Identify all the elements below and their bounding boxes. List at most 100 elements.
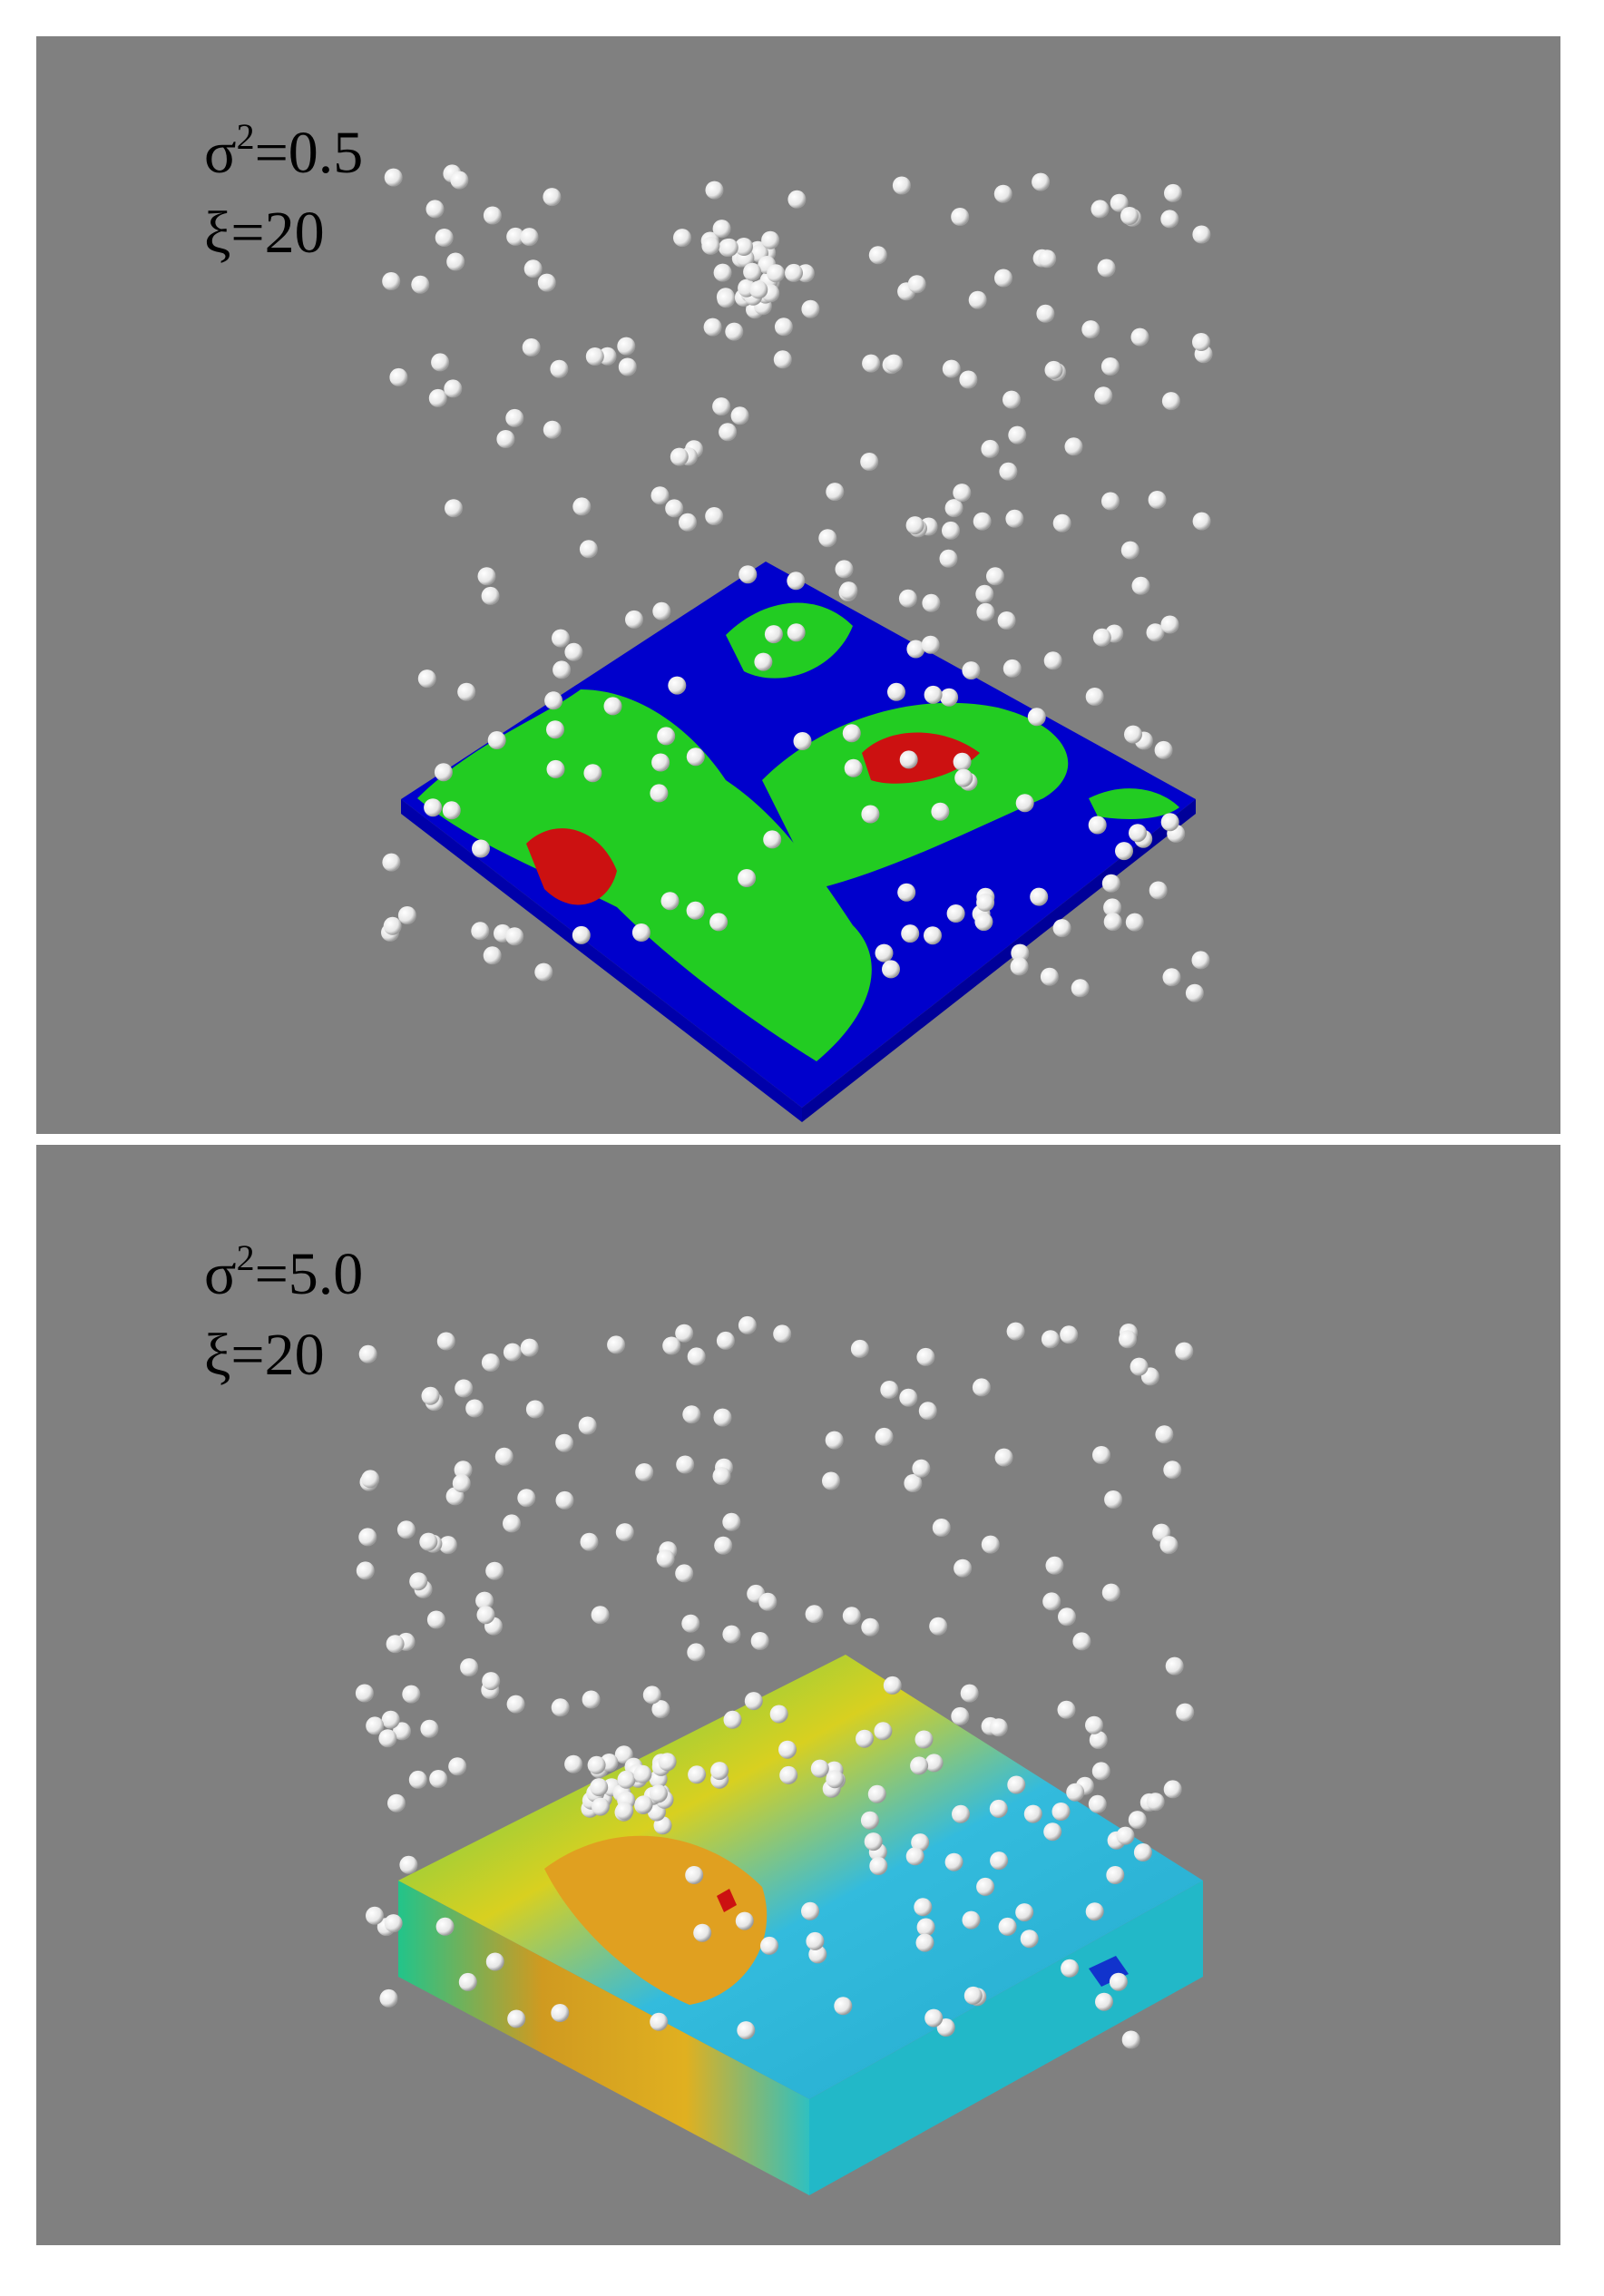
sphere — [1185, 983, 1204, 1002]
sphere — [523, 259, 543, 278]
sphere — [651, 1700, 670, 1719]
warm-region — [544, 1835, 768, 2005]
sphere — [1155, 1425, 1174, 1444]
sphere — [942, 359, 961, 378]
red-region — [717, 1889, 737, 1912]
sphere — [1085, 1902, 1104, 1921]
sphere — [860, 453, 879, 471]
sphere — [1051, 1803, 1071, 1821]
sphere — [1120, 541, 1139, 560]
sphere — [1149, 881, 1168, 900]
sphere — [743, 262, 762, 281]
sphere — [844, 758, 863, 777]
sphere — [767, 264, 786, 283]
sphere — [1027, 708, 1046, 727]
sphere — [1015, 1903, 1034, 1922]
sphere — [686, 747, 705, 767]
sphere — [951, 1706, 970, 1725]
sphere — [911, 1833, 930, 1852]
sphere — [381, 1710, 400, 1729]
sphere — [901, 924, 920, 943]
sphere — [450, 171, 469, 190]
sphere — [924, 1754, 944, 1773]
sphere — [1008, 425, 1027, 445]
sphere — [603, 697, 622, 716]
red-region — [526, 828, 617, 905]
sphere — [431, 353, 450, 372]
sphere — [650, 784, 669, 803]
sphere — [749, 280, 768, 299]
sphere — [657, 727, 676, 746]
sphere — [476, 1606, 495, 1625]
blue-region — [1089, 1956, 1129, 1987]
sphere — [760, 1936, 778, 1955]
sphere — [553, 660, 572, 679]
sphere — [1148, 491, 1167, 509]
sphere — [617, 1770, 636, 1789]
sphere — [675, 1324, 694, 1343]
sphere — [997, 611, 1016, 630]
sphere — [912, 1459, 931, 1478]
sphere — [944, 1852, 963, 1871]
sphere — [725, 322, 744, 341]
sphere — [787, 572, 806, 591]
sphere — [918, 1402, 937, 1421]
sphere — [1191, 951, 1210, 970]
sphere — [999, 462, 1018, 481]
sphere — [471, 922, 490, 941]
sphere — [670, 447, 689, 466]
sphere — [875, 943, 894, 962]
sphere — [583, 764, 602, 783]
sphere — [960, 1684, 979, 1703]
sphere — [651, 753, 670, 772]
sphere — [525, 1400, 544, 1419]
sphere — [1192, 225, 1211, 244]
sphere — [723, 1710, 742, 1729]
sphere — [705, 181, 724, 200]
sphere — [579, 540, 598, 559]
sphere — [625, 610, 643, 629]
sphere — [454, 1461, 473, 1480]
sphere — [885, 354, 904, 373]
sphere — [962, 661, 981, 680]
sphere — [722, 1625, 741, 1644]
sphere — [1160, 813, 1179, 832]
sphere — [713, 1408, 732, 1427]
sphere — [738, 869, 757, 887]
sphere — [564, 1754, 583, 1773]
sphere — [435, 229, 454, 247]
sphere — [438, 1536, 457, 1555]
sphere — [460, 1658, 479, 1676]
sphere — [494, 1447, 513, 1466]
sphere — [1061, 1959, 1080, 1978]
sphere — [1110, 193, 1129, 212]
sphere — [1160, 210, 1179, 229]
sphere — [750, 1632, 769, 1650]
sphere — [457, 682, 476, 701]
sphere — [446, 252, 465, 271]
sphere — [425, 200, 445, 219]
sphere — [366, 1906, 384, 1925]
sphere — [1101, 492, 1120, 511]
sphere — [355, 1684, 374, 1703]
sphere — [564, 642, 583, 661]
sphere — [543, 188, 562, 207]
sphere — [936, 2018, 955, 2037]
sphere — [883, 1676, 902, 1695]
sphere — [1072, 1632, 1091, 1651]
sphere — [897, 883, 916, 902]
sphere — [924, 2008, 944, 2027]
length-label: ξ=20 — [204, 1322, 325, 1388]
sphere — [842, 1607, 861, 1626]
sphere — [1146, 1793, 1165, 1812]
sphere — [959, 370, 978, 389]
sphere — [787, 623, 806, 642]
sphere — [716, 1331, 735, 1350]
sphere — [435, 1917, 455, 1936]
sphere — [358, 1528, 377, 1547]
sphere — [869, 1857, 888, 1875]
sphere — [1100, 357, 1120, 376]
sphere — [1162, 968, 1181, 987]
sphere — [485, 1952, 504, 1971]
sphere — [1023, 1804, 1042, 1823]
